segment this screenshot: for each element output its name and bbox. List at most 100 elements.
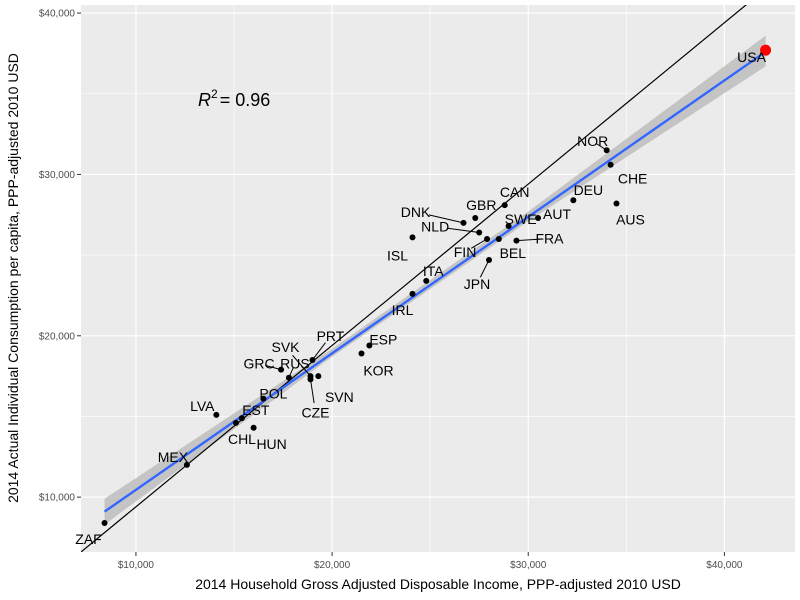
- point-label: POL: [259, 386, 287, 402]
- point-label: CHL: [228, 431, 256, 447]
- label-leader: [516, 238, 541, 242]
- y-tick-label: $20,000: [39, 331, 76, 342]
- data-point: [476, 229, 483, 236]
- label-leader: [310, 379, 315, 404]
- confidence-band: [104, 35, 766, 525]
- highlighted-point: [760, 44, 772, 56]
- data-point: [358, 350, 365, 357]
- y-tick-label: $10,000: [39, 493, 76, 504]
- confidence-band-layer: [104, 35, 766, 525]
- data-points: [101, 44, 772, 526]
- point-label: NLD: [421, 219, 449, 235]
- point-label: DEU: [574, 182, 604, 198]
- point-label: AUT: [543, 206, 571, 222]
- data-point: [101, 519, 108, 526]
- r2-symbol: R: [198, 90, 211, 110]
- r2-exponent: 2: [211, 87, 218, 101]
- data-point: [603, 147, 610, 154]
- data-point: [232, 419, 239, 426]
- label-leader: [470, 238, 488, 249]
- point-label: ISL: [387, 247, 408, 263]
- x-axis-ticks: $10,000 $20,000 $30,000 $40,000: [118, 552, 743, 571]
- point-label: DNK: [401, 204, 431, 220]
- point-label: MEX: [158, 449, 189, 465]
- data-point: [250, 424, 257, 431]
- data-point: [484, 235, 491, 242]
- point-label: GBR: [466, 197, 496, 213]
- minor-gridlines: [81, 5, 795, 552]
- data-point: [513, 237, 520, 244]
- point-label: ZAF: [75, 531, 101, 547]
- data-point: [260, 395, 267, 402]
- y-axis-title: 2014 Actual Individual Consumption per c…: [5, 53, 21, 503]
- data-point: [309, 356, 316, 363]
- label-leader: [428, 214, 464, 224]
- point-label: HUN: [256, 436, 286, 452]
- point-label: FIN: [454, 244, 477, 260]
- point-label: KOR: [363, 363, 393, 379]
- point-label: NOR: [577, 133, 608, 149]
- point-label: CHE: [618, 171, 648, 187]
- point-label: ESP: [369, 331, 397, 347]
- r2-annotation: R2 = 0.96: [198, 87, 270, 110]
- data-point: [472, 214, 479, 221]
- y-axis-ticks: $10,000 $20,000 $30,000 $40,000: [39, 9, 81, 504]
- y-tick-label: $40,000: [39, 9, 76, 20]
- data-point: [409, 290, 416, 297]
- data-point: [423, 277, 430, 284]
- x-tick-label: $20,000: [314, 560, 351, 571]
- data-point: [238, 415, 245, 422]
- data-point: [486, 256, 492, 263]
- y-tick-label: $30,000: [39, 170, 76, 181]
- label-leader: [479, 259, 490, 278]
- data-point: [535, 214, 542, 221]
- data-point: [505, 223, 512, 230]
- x-axis-title: 2014 Household Gross Adjusted Disposable…: [195, 576, 681, 592]
- point-label: SWE: [505, 211, 537, 227]
- fit-line-layer: [103, 50, 767, 513]
- data-point: [213, 411, 220, 418]
- point-label: JPN: [464, 276, 490, 292]
- x-tick-label: $10,000: [118, 560, 155, 571]
- data-point: [501, 202, 508, 209]
- r2-value: = 0.96: [220, 90, 271, 110]
- reference-line: [81, 5, 747, 552]
- point-label: SVK: [271, 339, 300, 355]
- point-label: IRL: [392, 302, 414, 318]
- point-label: LVA: [190, 398, 215, 414]
- label-leader: [447, 227, 480, 234]
- data-point: [285, 374, 292, 381]
- data-point: [307, 376, 314, 383]
- data-point: [409, 234, 416, 241]
- data-point: [315, 373, 322, 380]
- data-point: [278, 366, 285, 373]
- point-label: USA: [737, 49, 766, 65]
- data-point: [460, 219, 467, 226]
- point-label: FRA: [535, 231, 564, 247]
- x-tick-label: $30,000: [510, 560, 547, 571]
- point-label: CAN: [500, 184, 530, 200]
- data-point: [495, 235, 502, 242]
- data-point: [183, 461, 190, 468]
- data-point: [366, 342, 373, 349]
- point-label: CZE: [302, 404, 330, 420]
- label-leader-lines: [265, 143, 607, 404]
- point-label: ITA: [423, 263, 444, 279]
- data-point: [607, 161, 614, 168]
- major-gridlines: [81, 5, 795, 552]
- fit-line: [103, 50, 767, 513]
- point-label: SVN: [325, 389, 354, 405]
- point-label: PRT: [317, 328, 345, 344]
- data-point: [570, 197, 577, 204]
- x-tick-label: $40,000: [706, 560, 743, 571]
- point-label: GRC: [244, 356, 275, 372]
- label-leader: [292, 354, 311, 377]
- point-label: RUS: [280, 356, 310, 372]
- reference-line-layer: [81, 5, 747, 552]
- point-label: AUS: [616, 211, 645, 227]
- label-leader: [312, 342, 326, 361]
- point-label: EST: [242, 402, 270, 418]
- point-label: BEL: [500, 245, 527, 261]
